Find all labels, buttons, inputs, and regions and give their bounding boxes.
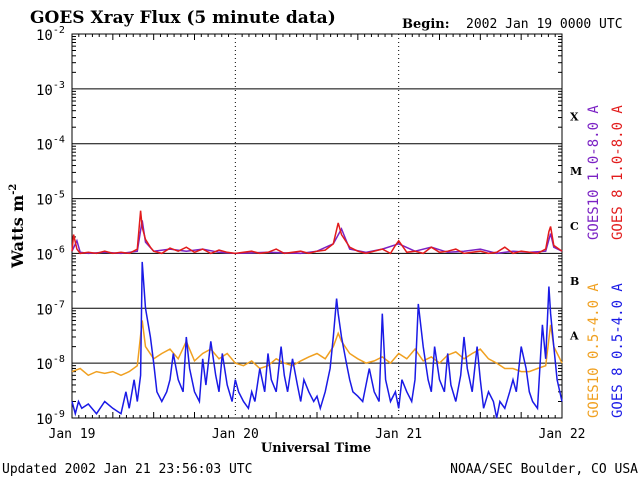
legend: GOES10 1.0-8.0 A GOES 8 1.0-8.0 A GOES10 0…: [586, 105, 626, 418]
credit-text: NOAA/SEC Boulder, CO USA: [450, 462, 638, 477]
y-tick-label: 10-7: [36, 299, 65, 318]
updated-text: Updated 2002 Jan 21 23:56:03 UTC: [2, 462, 252, 477]
flare-class-label: A: [569, 330, 579, 343]
x-tick-label: Jan 20: [212, 427, 259, 442]
x-tick-labels: Jan 19 Jan 20 Jan 21 Jan 22: [49, 427, 586, 442]
y-tick-label: 10-4: [36, 135, 65, 154]
legend-entry: GOES 8 0.5-4.0 A: [610, 283, 626, 418]
y-tick-label: 10-5: [36, 190, 65, 209]
series-layer: [71, 210, 563, 419]
x-tick-label: Jan 22: [539, 427, 586, 442]
flare-class-label: M: [570, 165, 582, 178]
y-tick-label: 10-3: [36, 80, 65, 99]
begin-value: 2002 Jan 19 0000 UTC: [466, 17, 623, 32]
y-tick-labels: 10-2 10-3 10-4 10-5 10-6 10-7 10-8 10-9: [36, 25, 65, 428]
flare-class-label: X: [570, 110, 579, 123]
flare-class-label: C: [570, 220, 579, 233]
begin-label: Begin:: [402, 17, 450, 32]
legend-entry: GOES 8 1.0-8.0 A: [610, 105, 626, 240]
y-tick-label: 10-6: [36, 244, 65, 263]
legend-entry: GOES10 0.5-4.0 A: [586, 283, 602, 418]
chart-title: GOES Xray Flux (5 minute data): [30, 8, 336, 28]
series-line-3: [71, 261, 563, 419]
y-axis-label: Watts m-2: [8, 184, 27, 269]
series-line-0: [71, 220, 563, 255]
plot-area: [71, 33, 563, 419]
x-tick-label: Jan 21: [375, 427, 422, 442]
x-axis-label: Universal Time: [261, 441, 371, 456]
flare-class-labels: X M C B A: [569, 110, 582, 342]
series-line-2: [71, 320, 563, 377]
y-tick-label: 10-9: [36, 409, 65, 428]
y-tick-label: 10-8: [36, 354, 65, 373]
flare-class-label: B: [570, 275, 579, 288]
x-tick-label: Jan 19: [49, 427, 96, 442]
y-tick-label: 10-2: [36, 25, 65, 44]
legend-entry: GOES10 1.0-8.0 A: [586, 105, 602, 240]
plot-border: [71, 33, 563, 419]
series-line-1: [71, 210, 563, 255]
y-axis-label-exponent: -2: [8, 184, 19, 195]
decade-gridlines: [72, 34, 562, 418]
